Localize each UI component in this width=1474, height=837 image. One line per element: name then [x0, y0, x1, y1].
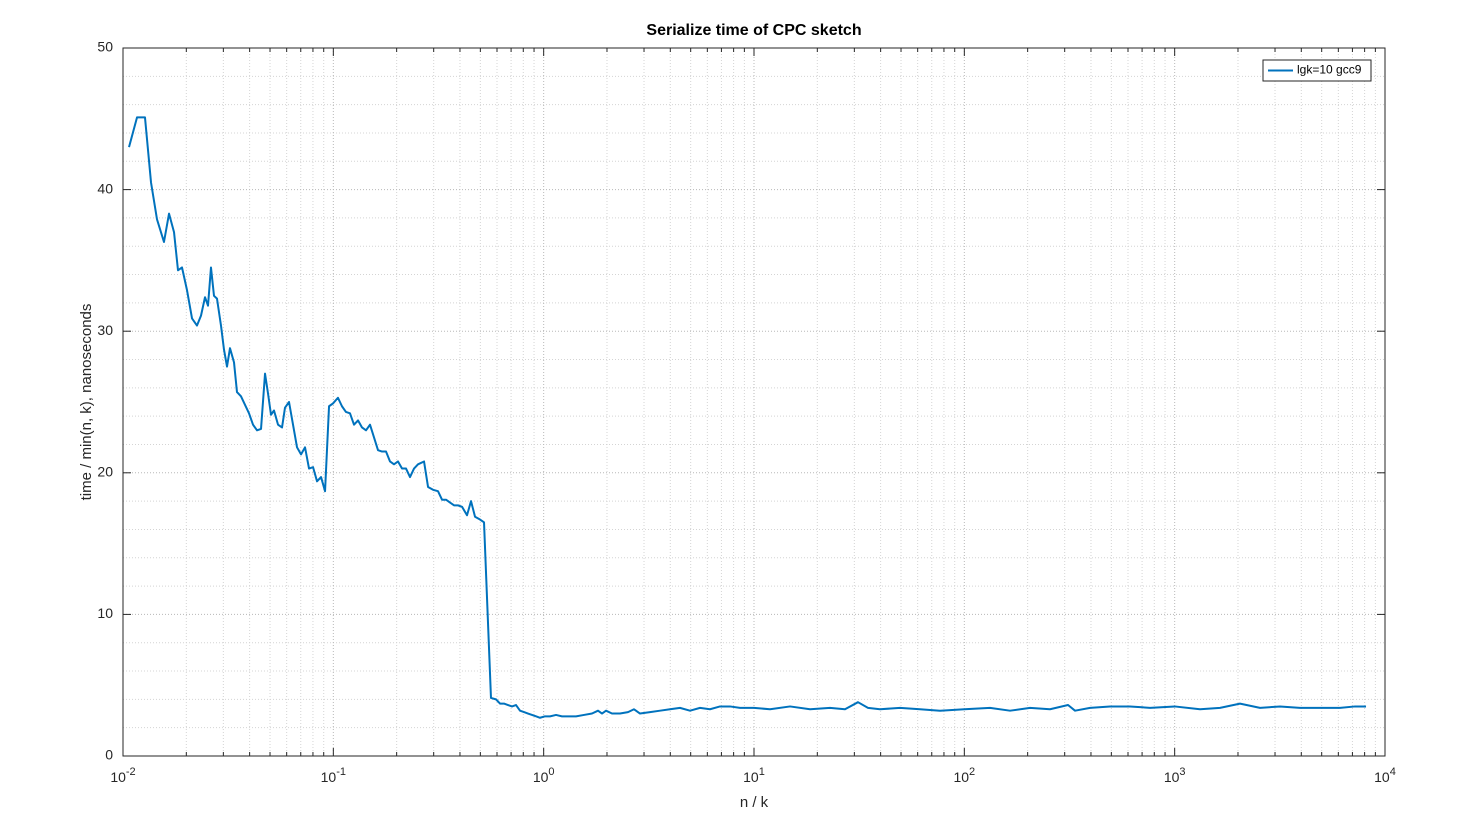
- x-tick-exponent: 0: [548, 766, 554, 778]
- x-tick-base: 10: [743, 769, 759, 785]
- y-tick-label: 30: [97, 322, 113, 338]
- x-tick-label: 10-1: [321, 766, 346, 785]
- x-tick-label: 101: [743, 766, 765, 785]
- x-tick-label: 100: [533, 766, 555, 785]
- legend-box: [1262, 59, 1372, 82]
- x-tick-label: 102: [953, 766, 975, 785]
- x-tick-exponent: 2: [969, 766, 975, 778]
- plot-area: [128, 116, 1367, 719]
- x-tick-label: 104: [1374, 766, 1396, 785]
- y-tick-label: 40: [97, 180, 113, 196]
- chart-title: Serialize time of CPC sketch: [646, 22, 861, 39]
- y-axis-label: time / min(n, k), nanoseconds: [78, 304, 95, 501]
- x-tick-base: 10: [1164, 769, 1180, 785]
- legend-label: lgk=10 gcc9: [1297, 63, 1362, 77]
- x-tick-base: 10: [110, 769, 126, 785]
- y-tick-label: 0: [105, 747, 113, 763]
- x-tick-exponent: -1: [336, 766, 346, 778]
- grid: [122, 47, 1386, 757]
- x-tick-base: 10: [533, 769, 549, 785]
- x-tick-exponent: 1: [759, 766, 765, 778]
- x-axis-label: n / k: [740, 794, 769, 811]
- x-tick-exponent: 3: [1179, 766, 1185, 778]
- y-tick-label: 20: [97, 464, 113, 480]
- x-tick-base: 10: [953, 769, 969, 785]
- legend: lgk=10 gcc9: [1262, 59, 1372, 82]
- x-tick-base: 10: [321, 769, 337, 785]
- x-tick-label: 10-2: [110, 766, 135, 785]
- x-tick-exponent: 4: [1390, 766, 1396, 778]
- x-tick-label: 103: [1164, 766, 1186, 785]
- x-tick-base: 10: [1374, 769, 1390, 785]
- x-tick-exponent: -2: [126, 766, 136, 778]
- y-tick-label: 10: [97, 605, 113, 621]
- y-tick-label: 50: [97, 39, 113, 55]
- data-line: [128, 116, 1367, 719]
